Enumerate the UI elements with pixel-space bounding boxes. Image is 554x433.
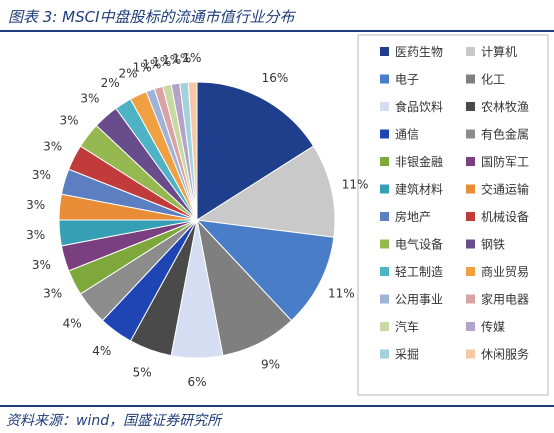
- pie-data-label: 1%: [133, 61, 152, 75]
- pie-data-label: 3%: [32, 168, 51, 182]
- legend-swatch: [380, 102, 389, 111]
- legend-label: 农林牧渔: [481, 100, 529, 114]
- legend-label: 采掘: [395, 347, 419, 362]
- legend-swatch: [466, 102, 475, 111]
- legend-label: 汽车: [395, 319, 419, 334]
- pie-slices: [58, 81, 336, 359]
- legend-swatch: [380, 322, 389, 331]
- chart-title: 图表 3: MSCI中盘股标的流通市值行业分布: [8, 8, 295, 26]
- legend-label: 国防军工: [481, 154, 529, 169]
- legend-swatch: [466, 157, 475, 166]
- pie-chart: 16%11%11%9%6%5%4%4%3%3%3%3%3%3%3%3%2%2%1…: [26, 34, 549, 396]
- pie-data-label: 2%: [101, 76, 120, 90]
- legend-label: 休闲服务: [481, 347, 529, 362]
- legend-label: 机械设备: [481, 209, 529, 224]
- legend-swatch: [380, 212, 389, 221]
- legend-swatch: [380, 129, 389, 139]
- pie-slice: [195, 219, 335, 322]
- legend-swatch: [466, 184, 475, 194]
- legend-label: 食品饮料: [395, 99, 443, 114]
- legend-swatch: [466, 239, 475, 249]
- legend-label: 化工: [481, 73, 505, 87]
- legend-label: 房地产: [395, 209, 431, 224]
- pie-data-label: 3%: [43, 140, 62, 154]
- pie-data-label: 1%: [182, 51, 201, 65]
- pie-data-label: 3%: [26, 228, 45, 242]
- pie-data-label: 2%: [118, 66, 137, 80]
- legend-swatch: [466, 267, 475, 276]
- pie-data-label: 1%: [142, 57, 161, 71]
- pie-data-labels: 16%11%11%9%6%5%4%4%3%3%3%3%3%3%3%3%2%2%1…: [26, 51, 368, 389]
- legend-label: 通信: [395, 128, 419, 142]
- pie-slice: [195, 145, 336, 238]
- legend-swatch: [380, 239, 389, 249]
- pie-data-label: 9%: [261, 357, 280, 371]
- legend-swatch: [380, 74, 389, 84]
- legend-swatch: [466, 129, 475, 139]
- legend-label: 传媒: [481, 319, 505, 334]
- legend-swatch: [380, 184, 389, 194]
- legend-swatch: [466, 212, 475, 221]
- pie-data-label: 3%: [80, 92, 99, 106]
- pie-data-label: 3%: [32, 258, 51, 272]
- legend-label: 医药生物: [395, 45, 443, 59]
- title-divider: [0, 30, 554, 32]
- pie-data-label: 3%: [43, 287, 62, 301]
- pie-data-label: 4%: [63, 316, 82, 330]
- pie-data-label: 3%: [26, 198, 45, 212]
- pie-data-label: 1%: [162, 53, 181, 67]
- pie-data-label: 3%: [59, 114, 78, 128]
- pie-data-label: 1%: [172, 52, 191, 66]
- pie-data-label: 11%: [342, 178, 369, 192]
- legend-swatch: [466, 74, 475, 84]
- pie-data-label: 16%: [262, 71, 289, 85]
- legend-swatch: [380, 157, 389, 166]
- pie-data-label: 4%: [92, 344, 111, 358]
- legend-swatch: [466, 349, 475, 359]
- legend-label: 轻工制造: [395, 265, 443, 279]
- legend-label: 电子: [395, 73, 419, 87]
- legend-swatch: [380, 47, 389, 56]
- legend-swatch: [466, 294, 475, 304]
- legend-swatch: [466, 322, 475, 331]
- pie-data-label: 6%: [187, 375, 206, 389]
- legend-label: 商业贸易: [481, 264, 529, 279]
- legend-label: 家用电器: [481, 292, 529, 307]
- legend-label: 电气设备: [395, 237, 443, 252]
- legend-label: 计算机: [481, 44, 517, 59]
- legend-swatch: [380, 349, 389, 359]
- legend-swatch: [380, 294, 389, 304]
- legend-label: 公用事业: [395, 293, 443, 307]
- legend-swatch: [466, 47, 475, 56]
- legend-label: 非银金融: [395, 154, 443, 169]
- legend-swatch: [380, 267, 389, 276]
- legend-label: 钢铁: [481, 238, 505, 252]
- pie-slice: [196, 81, 315, 221]
- legend-label: 交通运输: [481, 182, 529, 197]
- source-divider: [0, 405, 554, 407]
- pie-data-label: 5%: [133, 365, 152, 379]
- pie-data-label: 1%: [152, 55, 171, 69]
- legend-label: 建筑材料: [395, 182, 443, 197]
- pie-slice: [187, 81, 198, 221]
- legend-box: [357, 34, 549, 396]
- source-note: 资料来源：wind，国盛证券研究所: [6, 413, 222, 429]
- legend-label: 有色金属: [481, 127, 529, 142]
- pie-data-label: 11%: [328, 287, 355, 301]
